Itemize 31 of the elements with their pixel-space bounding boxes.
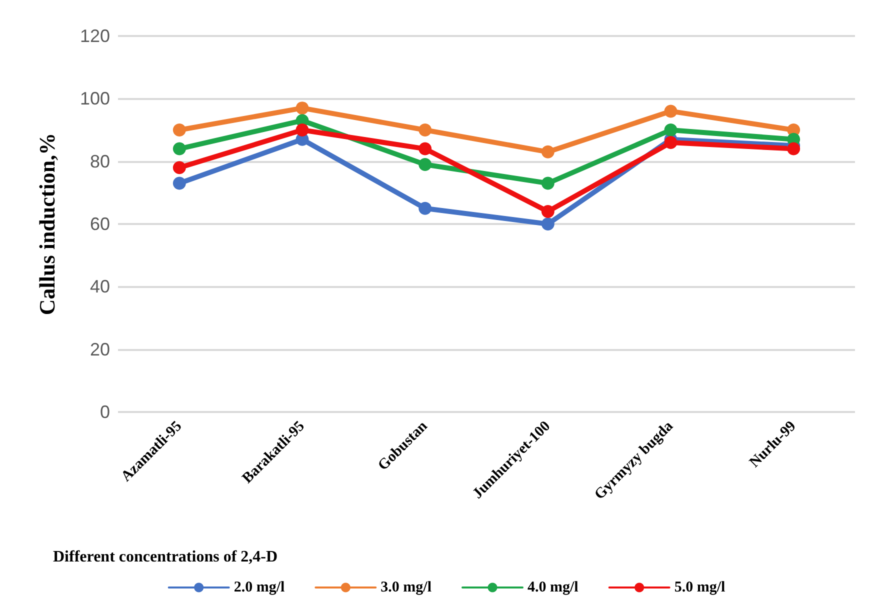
point (296, 102, 309, 115)
legend-label: 5.0 mg/l (674, 580, 726, 596)
point (541, 204, 554, 218)
point (541, 145, 554, 158)
point (664, 136, 678, 150)
y-axis-title: Callus induction,% (34, 132, 60, 316)
point (664, 104, 678, 118)
point (787, 142, 800, 156)
y-tick-label: 20 (90, 339, 110, 360)
point (418, 158, 432, 171)
point (418, 142, 432, 156)
legend-label: 3.0 mg/l (380, 580, 432, 596)
y-tick-label: 80 (90, 151, 110, 172)
y-tick-label: 40 (90, 276, 110, 297)
y-tick-label: 120 (80, 26, 110, 46)
point (296, 124, 309, 136)
y-tick-label: 0 (100, 402, 110, 422)
point (172, 142, 186, 156)
point (418, 124, 432, 136)
y-tick-label: 100 (80, 88, 110, 109)
point (664, 124, 678, 136)
point (172, 124, 186, 136)
point (418, 202, 432, 215)
y-tick-label: 60 (90, 214, 110, 234)
legend-label: 4.0 mg/l (528, 580, 578, 596)
point (172, 161, 186, 174)
legend-label: 2.0 mg/l (234, 580, 285, 596)
point (541, 176, 554, 190)
point (541, 218, 554, 230)
legend-title: Different concentrations of 2,4-D (53, 548, 278, 566)
point (172, 176, 186, 190)
